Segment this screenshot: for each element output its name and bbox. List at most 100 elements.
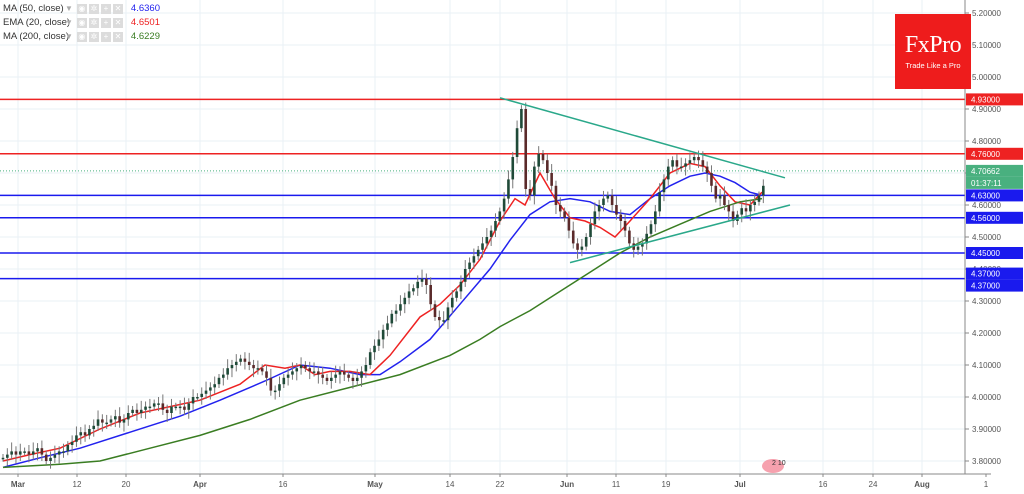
indicator-legend: MA (50, close) ▼ ◉ ✲ + ✕ 4.6360 EMA (20,… — [3, 2, 160, 44]
price-tick-label: 4.10000 — [972, 361, 1001, 370]
candle-body — [485, 237, 489, 244]
time-axis[interactable]: Mar 12 20 Apr 16 May 14 22 Jun 11 19 Jul 16 24 Aug 1 — [0, 473, 991, 489]
logo-subtitle: Trade Like a Pro — [905, 61, 961, 70]
candle-body — [299, 365, 303, 369]
candle-body — [662, 179, 666, 193]
eye-icon[interactable]: ◉ — [76, 4, 87, 14]
price-badge-text: 4.56000 — [971, 214, 1000, 223]
candle-body — [645, 233, 648, 244]
candle-body — [386, 323, 389, 330]
price-badge-text: 4.37000 — [971, 270, 1000, 279]
candle-body — [49, 457, 52, 461]
candle-body — [187, 403, 191, 410]
date-tick-label: 19 — [662, 480, 671, 489]
chevron-down-icon[interactable]: ▼ — [65, 32, 73, 41]
price-badge — [966, 279, 1023, 292]
candle-body — [260, 368, 264, 372]
candle-body — [654, 211, 657, 225]
legend-row-ma200[interactable]: MA (200, close) ▼ ◉ ✲ + ✕ 4.6229 — [3, 30, 160, 44]
ma-line — [2, 172, 763, 469]
candle-body — [507, 179, 510, 199]
candle-body — [731, 211, 735, 221]
price-tick-label: 4.80000 — [972, 137, 1001, 146]
price-badge — [966, 247, 1023, 259]
price-badge — [966, 164, 1023, 177]
candle-body — [282, 377, 286, 385]
eye-icon[interactable]: ◉ — [76, 32, 87, 42]
candle-body — [265, 371, 268, 378]
candle-body — [606, 195, 610, 199]
candle-body — [66, 445, 70, 452]
candle-body — [399, 304, 402, 311]
candle-body — [291, 371, 294, 375]
plus-icon[interactable]: + — [100, 18, 111, 28]
price-badge — [966, 93, 1023, 106]
date-tick-label: Aug — [914, 480, 930, 489]
date-tick-label: Apr — [193, 480, 207, 489]
candle-body — [446, 307, 450, 321]
gear-icon[interactable]: ✲ — [88, 32, 99, 42]
candle-body — [584, 237, 588, 247]
close-icon[interactable]: ✕ — [112, 32, 123, 42]
legend-row-ma50[interactable]: MA (50, close) ▼ ◉ ✲ + ✕ 4.6360 — [3, 2, 160, 16]
candle-body — [75, 435, 78, 442]
date-tick-label: 16 — [279, 480, 288, 489]
plus-icon[interactable]: + — [100, 32, 111, 42]
gear-icon[interactable]: ✲ — [88, 18, 99, 28]
candle-body — [170, 406, 173, 413]
candle-body — [183, 406, 186, 410]
candle-body — [416, 281, 420, 289]
price-tick-label: 4.20000 — [972, 329, 1001, 338]
plus-icon[interactable]: + — [100, 4, 111, 14]
candle-body — [230, 365, 234, 369]
candle-body — [558, 205, 562, 212]
candle-body — [692, 157, 696, 161]
candle-body — [57, 451, 61, 455]
candle-body — [204, 390, 208, 394]
chevron-down-icon[interactable]: ▼ — [65, 4, 73, 13]
legend-value: 4.6501 — [130, 17, 160, 28]
candle-body — [619, 214, 623, 221]
close-icon[interactable]: ✕ — [112, 4, 123, 14]
ma-line — [2, 162, 763, 462]
candle-body — [433, 304, 437, 317]
candle-body — [463, 269, 467, 282]
candle-body — [92, 425, 96, 429]
candle-body — [481, 243, 484, 250]
trendline — [569, 204, 791, 264]
price-badge-text: 4.70662 — [971, 167, 1000, 176]
candle-body — [6, 454, 9, 458]
eye-icon[interactable]: ◉ — [76, 18, 87, 28]
gear-icon[interactable]: ✲ — [88, 4, 99, 14]
candle-body — [14, 451, 18, 455]
candle-body — [403, 297, 407, 305]
candle-body — [394, 310, 398, 314]
candle-body — [342, 371, 346, 375]
candle-body — [109, 419, 113, 423]
candle-body — [373, 345, 376, 353]
price-badge — [966, 147, 1023, 160]
candle-body — [105, 422, 108, 425]
candle-body — [675, 160, 679, 167]
candle-body — [161, 403, 165, 410]
close-icon[interactable]: ✕ — [112, 18, 123, 28]
legend-row-ema20[interactable]: EMA (20, close) ▼ ◉ ✲ + ✕ 4.6501 — [3, 16, 160, 30]
candle-body — [144, 406, 147, 410]
candle-body — [412, 288, 415, 292]
candle-body — [304, 365, 307, 369]
price-badge — [966, 189, 1023, 202]
candle-body — [636, 246, 640, 250]
candle-body — [191, 397, 195, 404]
ma-line — [2, 197, 763, 469]
candle-body — [541, 153, 545, 161]
price-tick-label: 4.60000 — [972, 201, 1001, 210]
price-badge-text: 4.93000 — [971, 95, 1000, 104]
candle-body — [338, 371, 342, 375]
candle-body — [615, 205, 618, 215]
price-tick-label: 3.90000 — [972, 425, 1001, 434]
candle-body — [524, 109, 528, 189]
flag-icon — [762, 459, 784, 473]
chevron-down-icon[interactable]: ▼ — [65, 18, 73, 27]
price-tick-label: 5.20000 — [972, 9, 1001, 18]
